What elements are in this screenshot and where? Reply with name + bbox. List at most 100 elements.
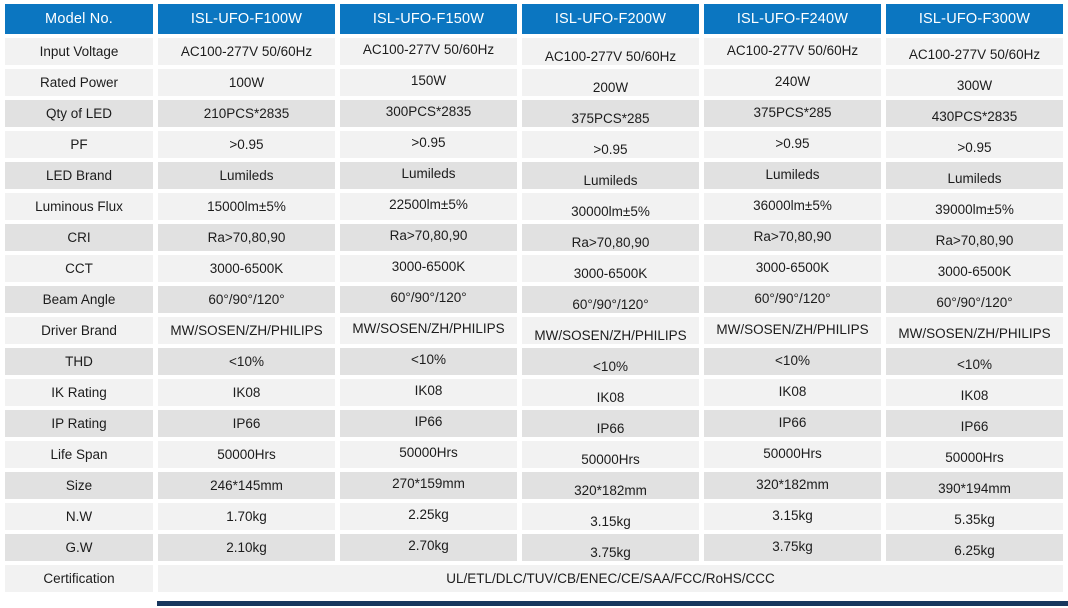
model-header-cell: ISL-UFO-F240W (704, 4, 881, 34)
value-cell: Ra>70,80,90 (340, 224, 517, 251)
value-cell: Lumileds (704, 162, 881, 189)
value-cell: IK08 (522, 379, 699, 406)
value-cell: >0.95 (886, 131, 1063, 158)
value-text: 50000Hrs (763, 446, 822, 461)
value-cell: Ra>70,80,90 (522, 224, 699, 251)
value-cell: IP66 (704, 410, 881, 437)
value-cell: <10% (704, 348, 881, 375)
certification-value-text: UL/ETL/DLC/TUV/CB/ENEC/CE/SAA/FCC/RoHS/C… (446, 571, 775, 586)
value-cell: 100W (158, 69, 335, 96)
table-row: IK Rating IK08 IK08 IK08 IK08 IK08 (5, 379, 1063, 406)
value-text: 150W (410, 73, 447, 88)
value-text: 1.70kg (226, 509, 267, 524)
value-text: 60°/90°/120° (754, 291, 831, 306)
value-text: IK08 (596, 390, 625, 405)
row-label-cell: Luminous Flux (5, 193, 153, 220)
value-text: AC100-277V 50/60Hz (726, 43, 859, 58)
value-text: 100W (228, 75, 265, 90)
value-text: Lumileds (219, 168, 274, 183)
value-text: Lumileds (947, 171, 1002, 186)
value-cell: 375PCS*285 (704, 100, 881, 127)
value-text: >0.95 (775, 136, 810, 151)
value-text: IK08 (414, 383, 443, 398)
row-label-cell: Qty of LED (5, 100, 153, 127)
value-cell: 60°/90°/120° (886, 286, 1063, 313)
value-text: 60°/90°/120° (208, 292, 285, 307)
value-cell: 50000Hrs (886, 441, 1063, 468)
value-cell: >0.95 (704, 131, 881, 158)
value-text: 3000-6500K (755, 260, 830, 275)
table-row: Qty of LED 210PCS*2835 300PCS*2835 375PCS*2… (5, 100, 1063, 127)
value-text: Ra>70,80,90 (935, 233, 1014, 248)
value-cell: 320*182mm (522, 472, 699, 499)
certification-value-cell: UL/ETL/DLC/TUV/CB/ENEC/CE/SAA/FCC/RoHS/C… (158, 565, 1063, 592)
value-text: 3.15kg (590, 514, 631, 529)
value-cell: IK08 (886, 379, 1063, 406)
value-cell: 3000-6500K (158, 255, 335, 282)
value-text: AC100-277V 50/60Hz (544, 49, 677, 64)
value-text: Ra>70,80,90 (571, 235, 650, 250)
value-cell: Lumileds (886, 162, 1063, 189)
value-cell: 60°/90°/120° (522, 286, 699, 313)
value-text: <10% (593, 359, 628, 374)
row-label-cell: N.W (5, 503, 153, 530)
model-header-cell: ISL-UFO-F200W (522, 4, 699, 34)
value-cell: 3000-6500K (522, 255, 699, 282)
value-text: 60°/90°/120° (390, 290, 467, 305)
value-text: 30000lm±5% (571, 204, 650, 219)
value-text: 430PCS*2835 (931, 109, 1018, 124)
value-cell: 3.15kg (522, 503, 699, 530)
value-cell: 375PCS*285 (522, 100, 699, 127)
value-cell: IP66 (340, 410, 517, 437)
value-cell: 50000Hrs (522, 441, 699, 468)
value-text: 50000Hrs (945, 450, 1004, 465)
table-row: CRI Ra>70,80,90 Ra>70,80,90 Ra>70,80,90 Ra>7… (5, 224, 1063, 251)
value-cell: AC100-277V 50/60Hz (522, 38, 699, 65)
table-row: Certification UL/ETL/DLC/TUV/CB/ENEC/CE/S… (5, 565, 1063, 592)
value-text: >0.95 (593, 142, 628, 157)
value-cell: Ra>70,80,90 (886, 224, 1063, 251)
value-cell: IP66 (158, 410, 335, 437)
value-text: Lumileds (765, 167, 820, 182)
value-cell: IP66 (886, 410, 1063, 437)
value-text: 39000lm±5% (935, 202, 1014, 217)
row-label-cell: Input Voltage (5, 38, 153, 65)
value-cell: Lumileds (340, 162, 517, 189)
value-cell: 15000lm±5% (158, 193, 335, 220)
value-text: 15000lm±5% (207, 199, 286, 214)
value-text: 22500lm±5% (389, 197, 468, 212)
value-cell: MW/SOSEN/ZH/PHILIPS (522, 317, 699, 344)
value-cell: 22500lm±5% (340, 193, 517, 220)
table-row: PF >0.95 >0.95 >0.95 >0.95 >0.95 (5, 131, 1063, 158)
value-text: 246*145mm (210, 478, 283, 493)
row-label-cell: CRI (5, 224, 153, 251)
value-text: 210PCS*2835 (203, 106, 290, 121)
row-label-cell: Driver Brand (5, 317, 153, 344)
value-cell: MW/SOSEN/ZH/PHILIPS (340, 317, 517, 344)
value-cell: 2.10kg (158, 534, 335, 561)
value-text: IK08 (232, 385, 261, 400)
value-cell: Lumileds (158, 162, 335, 189)
value-cell: 3.75kg (522, 534, 699, 561)
value-cell: 2.70kg (340, 534, 517, 561)
value-cell: 5.35kg (886, 503, 1063, 530)
row-label-cell: Rated Power (5, 69, 153, 96)
row-label-cell: G.W (5, 534, 153, 561)
value-cell: 39000lm±5% (886, 193, 1063, 220)
value-text: 3.15kg (772, 508, 813, 523)
value-cell: 2.25kg (340, 503, 517, 530)
value-text: IP66 (596, 421, 625, 436)
value-cell: 270*159mm (340, 472, 517, 499)
value-text: IP66 (778, 415, 807, 430)
table-row: N.W 1.70kg 2.25kg 3.15kg 3.15kg 5.35kg (5, 503, 1063, 530)
value-text: <10% (775, 353, 810, 368)
value-cell: AC100-277V 50/60Hz (886, 38, 1063, 65)
value-text: Lumileds (401, 166, 456, 181)
row-label-cell: Life Span (5, 441, 153, 468)
value-text: MW/SOSEN/ZH/PHILIPS (352, 321, 505, 336)
value-text: 375PCS*285 (571, 111, 650, 126)
value-text: IP66 (960, 419, 989, 434)
value-cell: >0.95 (158, 131, 335, 158)
value-text: IP66 (414, 414, 443, 429)
